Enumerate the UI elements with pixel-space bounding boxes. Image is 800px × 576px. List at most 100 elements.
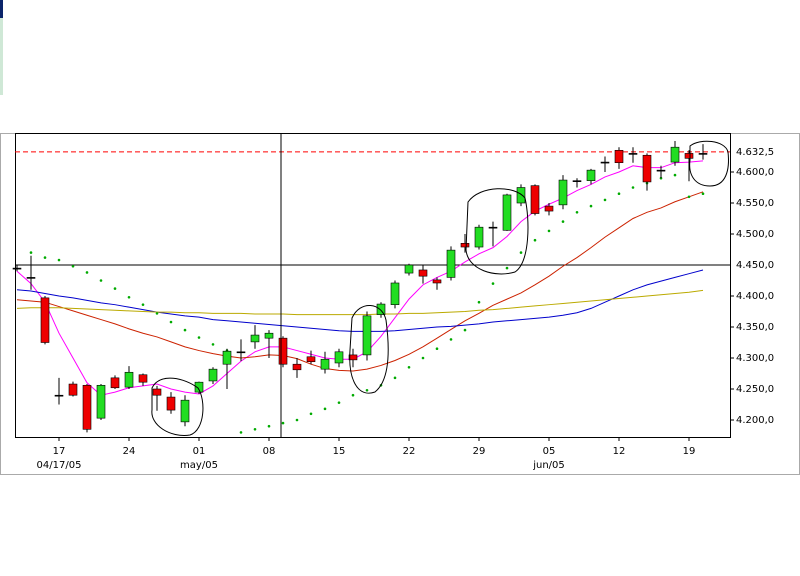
candle-body bbox=[138, 374, 148, 383]
moving-average bbox=[16, 191, 704, 372]
candle-body bbox=[390, 282, 400, 305]
sar-dot bbox=[211, 343, 215, 346]
candle-body bbox=[166, 396, 176, 411]
period-label: may/05 bbox=[180, 460, 218, 471]
x-tick-label: 24 bbox=[123, 446, 136, 457]
sar-dot bbox=[393, 376, 397, 380]
y-tick-label: 4.200,0 bbox=[736, 415, 774, 426]
sar-dot bbox=[169, 320, 173, 324]
sar-dot bbox=[29, 251, 33, 254]
candle-body bbox=[642, 154, 652, 183]
sar-dot bbox=[127, 295, 131, 299]
annotation-circle bbox=[465, 188, 529, 275]
y-tick-label: 4.300,0 bbox=[736, 353, 774, 364]
candle-body bbox=[530, 185, 540, 214]
y-tick-label: 4.500,0 bbox=[736, 229, 774, 240]
sar-dot bbox=[575, 211, 579, 214]
moving-average bbox=[16, 269, 704, 332]
sar-dot bbox=[631, 186, 635, 189]
x-tick-label: 17 bbox=[53, 446, 66, 457]
sar-dot bbox=[99, 279, 103, 282]
sar-dot bbox=[57, 258, 61, 262]
sar-dot bbox=[351, 393, 355, 397]
sar-dot bbox=[603, 198, 607, 202]
sar-dot bbox=[617, 192, 621, 196]
candle-body bbox=[474, 226, 484, 248]
sar-dot bbox=[505, 266, 509, 270]
plot-area bbox=[15, 133, 731, 438]
y-tick-label: 4.250,0 bbox=[736, 384, 774, 395]
sar-dot bbox=[85, 271, 89, 274]
x-tick-label: 15 bbox=[333, 446, 346, 457]
sar-dot bbox=[155, 312, 159, 315]
sar-dot bbox=[141, 303, 145, 306]
window-edge-top bbox=[0, 0, 3, 18]
candle-body bbox=[502, 194, 512, 231]
candle-body bbox=[348, 354, 358, 361]
candle-body bbox=[250, 334, 260, 343]
candle-body bbox=[124, 371, 134, 388]
candle-body bbox=[96, 384, 106, 419]
sar-dot bbox=[435, 347, 439, 351]
candle-body bbox=[572, 180, 582, 182]
candle-body bbox=[488, 226, 498, 229]
moving-average bbox=[16, 160, 704, 396]
candle-body bbox=[40, 297, 50, 343]
candle-body bbox=[180, 399, 190, 423]
crosshair-label: 4.450,0 bbox=[736, 260, 774, 271]
sar-dot bbox=[197, 336, 201, 339]
candle-body bbox=[698, 153, 708, 155]
candle-body bbox=[278, 337, 288, 365]
x-tick-label: 29 bbox=[473, 446, 486, 457]
sar-dot bbox=[281, 421, 285, 425]
sar-dot bbox=[687, 195, 691, 199]
candle-body bbox=[376, 303, 386, 315]
candle-body bbox=[516, 187, 526, 204]
candle-body bbox=[54, 394, 64, 397]
last-price-label: 4.632,5 bbox=[736, 147, 774, 158]
sar-dot bbox=[43, 256, 47, 259]
candle-body bbox=[334, 351, 344, 364]
candle-body bbox=[600, 161, 610, 164]
window-edge bbox=[0, 0, 3, 95]
sar-dot bbox=[673, 173, 677, 177]
candle-body bbox=[236, 351, 246, 354]
candle-body bbox=[306, 356, 316, 363]
candle-body bbox=[208, 368, 218, 382]
candle-body bbox=[12, 267, 22, 270]
candle-body bbox=[222, 350, 232, 365]
candle-body bbox=[558, 179, 568, 206]
sar-dot bbox=[113, 287, 117, 290]
period-label: jun/05 bbox=[532, 460, 565, 471]
sar-dot bbox=[239, 431, 243, 434]
annotation-circle bbox=[349, 305, 389, 394]
sar-dot bbox=[463, 328, 467, 332]
x-tick-label: 12 bbox=[613, 446, 626, 457]
y-tick-label: 4.350,0 bbox=[736, 322, 774, 333]
candle-body bbox=[194, 381, 204, 393]
y-tick-label: 4.600,0 bbox=[736, 167, 774, 178]
candle-body bbox=[460, 243, 470, 248]
annotation-circle bbox=[689, 140, 729, 187]
candle-body bbox=[404, 264, 414, 274]
sar-dot bbox=[701, 192, 705, 196]
candle-body bbox=[362, 315, 372, 356]
x-tick-label: 22 bbox=[403, 446, 416, 457]
candle-body bbox=[26, 277, 36, 279]
sar-dot bbox=[71, 264, 75, 268]
candle-body bbox=[544, 205, 554, 212]
x-tick-label: 08 bbox=[263, 446, 276, 457]
sar-dot bbox=[337, 401, 341, 404]
candle-body bbox=[684, 153, 694, 159]
candle-body bbox=[670, 146, 680, 163]
sar-dot bbox=[267, 424, 271, 428]
sar-dot bbox=[449, 338, 453, 341]
candle-body bbox=[292, 363, 302, 371]
candle-body bbox=[656, 169, 666, 172]
sar-dot bbox=[547, 229, 551, 233]
sar-dot bbox=[309, 412, 313, 416]
sar-dot bbox=[323, 407, 327, 411]
y-tick-label: 4.550,0 bbox=[736, 198, 774, 209]
